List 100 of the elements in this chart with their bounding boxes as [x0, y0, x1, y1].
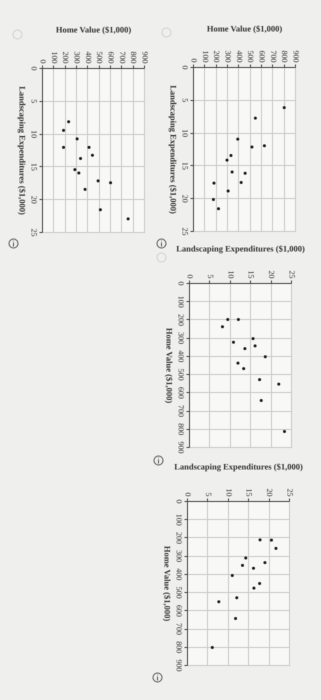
point	[88, 146, 91, 149]
y-tick-label: 500	[174, 586, 184, 599]
x-axis-title: Home Value ($1,000)	[56, 24, 132, 34]
point	[262, 144, 266, 148]
y-tick-label: 900	[174, 660, 184, 672]
point	[258, 378, 262, 382]
point	[109, 181, 112, 184]
y-tick-label: 15	[30, 162, 38, 171]
y-tick-label: 600	[174, 604, 184, 617]
point	[229, 154, 232, 158]
point	[242, 367, 246, 370]
point	[212, 198, 215, 202]
x-tick-label: 300	[72, 52, 82, 64]
y-tick-label: 10	[180, 129, 190, 138]
x-tick-label: 700	[268, 50, 278, 62]
point	[277, 382, 280, 386]
point	[62, 128, 66, 132]
x-tick-label: 800	[280, 50, 290, 62]
point	[252, 586, 256, 590]
point	[212, 182, 216, 185]
point	[254, 344, 257, 348]
point	[126, 217, 130, 220]
x-tick-label: 900	[292, 50, 300, 62]
y-tick-label: 0	[180, 66, 190, 70]
y-tick-label: 400	[174, 568, 184, 580]
x-axis-title: Landscaping Expenditures ($1,000)	[176, 244, 305, 254]
point	[220, 325, 224, 328]
x-tick-label: 900	[140, 52, 150, 64]
y-tick-label: 700	[176, 405, 186, 418]
point	[243, 347, 246, 350]
point	[96, 179, 100, 182]
x-axis-title: Home Value ($1,000)	[206, 24, 282, 34]
y-tick-label: 25	[30, 228, 38, 236]
y-tick-label: 20	[30, 196, 38, 204]
x-tick-label: 600	[258, 50, 266, 62]
point	[98, 208, 102, 212]
y-tick-label: 200	[174, 532, 184, 544]
y-tick-label: 800	[176, 423, 186, 436]
point	[244, 556, 248, 560]
x-tick-label: 100	[50, 52, 59, 64]
point	[226, 318, 230, 321]
point	[217, 600, 220, 604]
point	[264, 355, 267, 358]
point	[270, 538, 273, 542]
point	[274, 546, 278, 550]
y-tick-label: 100	[174, 514, 184, 526]
x-tick-label: 0	[184, 492, 192, 496]
y-tick-label: 400	[176, 350, 186, 362]
x-tick-label: 25	[286, 488, 294, 496]
x-tick-label: 15	[246, 270, 256, 278]
x-tick-label: 200	[212, 50, 222, 62]
y-tick-label: 20	[180, 194, 190, 203]
point	[240, 564, 244, 567]
point	[79, 157, 82, 160]
y-tick-label: 5	[30, 99, 38, 104]
y-axis-title: Home Value ($1,000)	[164, 328, 174, 404]
point	[252, 337, 255, 340]
point	[77, 171, 80, 174]
point	[263, 561, 266, 564]
point	[217, 207, 220, 210]
y-tick-label: 900	[176, 442, 186, 454]
point	[84, 188, 87, 191]
x-tick-label: 15	[244, 488, 254, 496]
point	[226, 189, 230, 192]
x-tick-label: 400	[234, 50, 244, 62]
y-axis-title: Home Value ($1,000)	[162, 546, 172, 622]
point	[73, 168, 76, 172]
point	[232, 340, 235, 344]
x-tick-label: 10	[226, 270, 236, 278]
point	[258, 538, 262, 542]
x-tick-label: 0	[186, 274, 194, 278]
x-tick-label: 5	[204, 492, 213, 496]
y-tick-label: 500	[176, 368, 186, 381]
point	[258, 582, 262, 586]
x-tick-label: 500	[95, 52, 104, 64]
point	[67, 120, 70, 124]
y-tick-label: 25	[180, 228, 190, 236]
y-tick-label: 15	[180, 162, 190, 170]
point	[235, 596, 238, 600]
y-tick-label: 300	[176, 332, 186, 344]
y-tick-label: 10	[30, 130, 38, 138]
point	[282, 106, 286, 110]
x-axis-title: Landscaping Expenditures ($1,000)	[174, 462, 303, 472]
point	[236, 362, 240, 365]
point	[90, 154, 94, 157]
point	[236, 318, 240, 321]
y-tick-label: 100	[176, 296, 186, 308]
y-tick-label: 0	[30, 66, 38, 70]
y-axis-title: Landscaping Expenditures ($1,000)	[168, 85, 178, 214]
y-tick-label: 0	[174, 500, 184, 504]
y-tick-label: 700	[174, 623, 184, 636]
x-tick-label: 20	[267, 270, 276, 278]
point	[62, 146, 66, 149]
point	[234, 617, 238, 620]
x-tick-label: 5	[206, 274, 215, 278]
y-tick-label: 600	[176, 386, 186, 399]
point	[282, 430, 286, 434]
y-tick-label: 0	[176, 282, 186, 286]
x-tick-label: 200	[61, 52, 70, 64]
x-tick-label: 10	[224, 488, 234, 496]
